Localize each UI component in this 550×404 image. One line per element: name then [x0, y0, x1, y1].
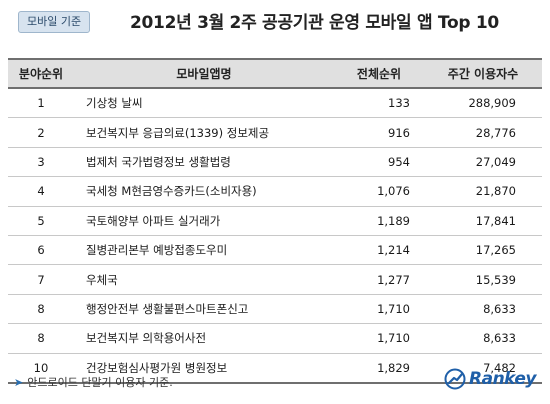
- category-rank-cell: 1: [8, 88, 74, 119]
- weekly-users-cell: 15,539: [424, 264, 542, 295]
- overall-rank-cell: 1,189: [334, 206, 424, 236]
- app-name-cell: 보건복지부 응급의료(1339) 정보제공: [74, 117, 334, 148]
- ranking-table: 분야순위 모바일앱명 전체순위 주간 이용자수 1 기상청 날씨 133 288…: [8, 58, 542, 384]
- category-rank-cell: 8: [8, 294, 74, 325]
- table-row: 10 건강보험심사평가원 병원정보 1,829 7,482: [8, 353, 542, 384]
- overall-rank-cell: 1,710: [334, 323, 424, 354]
- weekly-users-cell: 8,633: [424, 323, 542, 354]
- overall-rank-cell: 916: [334, 117, 424, 148]
- weekly-users-cell: 7,482: [424, 353, 542, 384]
- footnote: ➤ 안드로이드 단말기 이용자 기준.: [14, 374, 173, 390]
- table-row: 5 국토해양부 아파트 실거래가 1,189 17,841: [8, 206, 542, 236]
- page-title: 2012년 3월 2주 공공기관 운영 모바일 앱 Top 10: [130, 13, 499, 33]
- table-row: 2 보건복지부 응급의료(1339) 정보제공 916 28,776: [8, 117, 542, 148]
- footnote-text: 안드로이드 단말기 이용자 기준.: [27, 376, 173, 389]
- table-row: 1 기상청 날씨 133 288,909: [8, 88, 542, 119]
- table-row: 3 법제처 국가법령정보 생활법령 954 27,049: [8, 147, 542, 178]
- category-rank-cell: 10: [8, 353, 74, 384]
- overall-rank-cell: 133: [334, 88, 424, 119]
- header: 모바일 기준 2012년 3월 2주 공공기관 운영 모바일 앱 Top 10: [0, 0, 550, 44]
- overall-rank-cell: 1,710: [334, 294, 424, 325]
- weekly-users-cell: 28,776: [424, 117, 542, 148]
- rankey-logo-icon: [444, 368, 466, 390]
- overall-rank-cell: 1,277: [334, 264, 424, 295]
- overall-rank-cell: 954: [334, 147, 424, 178]
- app-name-cell: 보건복지부 의학용어사전: [74, 323, 334, 354]
- category-rank-cell: 3: [8, 147, 74, 178]
- weekly-users-cell: 8,633: [424, 294, 542, 325]
- weekly-users-cell: 17,265: [424, 235, 542, 266]
- column-header-weekly-users: 주간 이용자수: [424, 58, 542, 89]
- category-rank-cell: 6: [8, 235, 74, 266]
- app-name-cell: 법제처 국가법령정보 생활법령: [74, 147, 334, 178]
- table-row: 6 질병관리본부 예방접종도우미 1,214 17,265: [8, 235, 542, 266]
- weekly-users-cell: 21,870: [424, 176, 542, 207]
- weekly-users-cell: 27,049: [424, 147, 542, 178]
- rankey-logo: Rankey: [444, 368, 536, 390]
- table-row: 4 국세청 M현금영수증카드(소비자용) 1,076 21,870: [8, 176, 542, 207]
- weekly-users-cell: 17,841: [424, 206, 542, 236]
- app-name-cell: 건강보험심사평가원 병원정보: [74, 353, 334, 384]
- basis-tag: 모바일 기준: [18, 11, 91, 33]
- app-name-cell: 우체국: [74, 264, 334, 295]
- column-header-category-rank: 분야순위: [8, 58, 74, 89]
- overall-rank-cell: 1,076: [334, 176, 424, 207]
- column-header-app-name: 모바일앱명: [74, 58, 334, 89]
- app-name-cell: 국토해양부 아파트 실거래가: [74, 206, 334, 236]
- table-row: 8 행정안전부 생활불편스마트폰신고 1,710 8,633: [8, 294, 542, 325]
- table-row: 8 보건복지부 의학용어사전 1,710 8,633: [8, 323, 542, 354]
- app-name-cell: 행정안전부 생활불편스마트폰신고: [74, 294, 334, 325]
- overall-rank-cell: 1,214: [334, 235, 424, 266]
- app-name-cell: 기상청 날씨: [74, 88, 334, 119]
- arrow-icon: ➤: [14, 375, 24, 389]
- category-rank-cell: 2: [8, 117, 74, 148]
- category-rank-cell: 8: [8, 323, 74, 354]
- app-name-cell: 국세청 M현금영수증카드(소비자용): [74, 176, 334, 207]
- category-rank-cell: 5: [8, 206, 74, 236]
- overall-rank-cell: 1,829: [334, 353, 424, 384]
- table-header-row: 분야순위 모바일앱명 전체순위 주간 이용자수: [8, 58, 542, 89]
- weekly-users-cell: 288,909: [424, 88, 542, 119]
- table-row: 7 우체국 1,277 15,539: [8, 264, 542, 295]
- category-rank-cell: 4: [8, 176, 74, 207]
- app-name-cell: 질병관리본부 예방접종도우미: [74, 235, 334, 266]
- logo-text: Rankey: [469, 369, 536, 389]
- column-header-overall-rank: 전체순위: [334, 58, 424, 89]
- category-rank-cell: 7: [8, 264, 74, 295]
